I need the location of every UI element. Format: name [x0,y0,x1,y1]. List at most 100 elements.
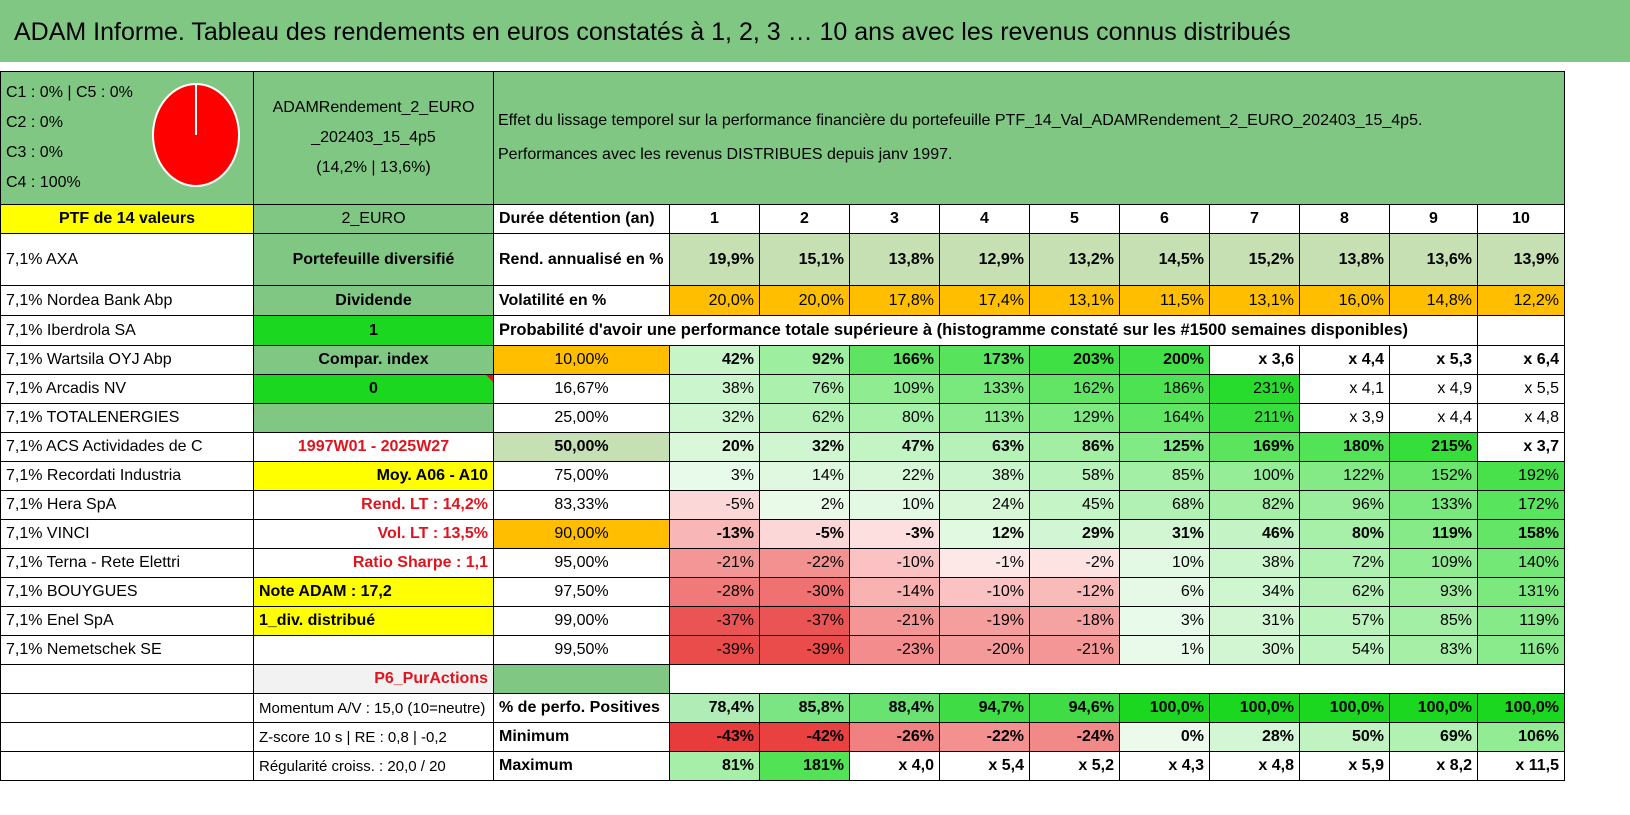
info-cell: Rend. LT : 14,2% [253,490,494,520]
value-cell: 68% [1119,490,1210,520]
table-row: 7,1% BOUYGUES Note ADAM : 17,2 97,50% -28% -… [0,577,1565,607]
value-cell: x 5,9 [1299,751,1390,781]
value-cell: 94,6% [1029,693,1120,723]
table-row: Z-score 10 s | RE : 0,8 | -0,2 Minimum -43… [0,722,1565,752]
value-cell: 109% [1389,548,1478,578]
table-row: PTF de 14 valeurs 2_EURO Durée détention (… [0,204,1565,234]
holding-cell: 7,1% Recordati Industria [0,461,254,491]
info-cell: 2_EURO [253,204,494,234]
value-cell: 31% [1209,606,1300,636]
table-row: Momentum A/V : 15,0 (10=neutre)% de perf… [0,693,1565,723]
value-cell: -23% [849,635,940,665]
value-cell: 38% [939,461,1030,491]
metric-label-cell: 99,00% [493,606,670,636]
value-cell: 47% [849,432,940,462]
value-cell: -21% [1029,635,1120,665]
value-cell: 0% [1119,722,1210,752]
value-cell: 13,1% [1209,285,1300,316]
value-cell: -22% [939,722,1030,752]
value-cell: 76% [759,374,850,404]
probability-caption: Probabilité d'avoir une performance tota… [493,315,1478,346]
value-cell: 20,0% [669,285,760,316]
holding-cell: 7,1% Terna - Rete Elettri [0,548,254,578]
value-cell: 131% [1477,577,1565,607]
value-cell: 86% [1029,432,1120,462]
value-cell: 38% [669,374,760,404]
value-cell: 16,0% [1299,285,1390,316]
value-cell: 5 [1029,204,1120,234]
value-cell: 62% [759,403,850,433]
value-cell: 24% [939,490,1030,520]
holding-cell [0,664,254,694]
value-cell: 180% [1299,432,1390,462]
value-cell: 173% [939,345,1030,375]
value-cell: -21% [669,548,760,578]
value-cell: 231% [1209,374,1300,404]
value-cell: 2 [759,204,850,234]
value-cell: 162% [1029,374,1120,404]
value-cell: 30% [1209,635,1300,665]
value-cell: 8 [1299,204,1390,234]
value-cell: 28% [1209,722,1300,752]
value-cell: 6 [1119,204,1210,234]
info-cell: Dividende [253,285,494,316]
holding-cell [0,693,254,723]
metric-label-cell: 25,00% [493,403,670,433]
table-row: 7,1% Arcadis NV 0 16,67% 38% 76% 109% 133% 162%… [0,374,1565,404]
table-row: 7,1% ACS Actividades de C 1997W01 - 2025W… [0,432,1565,462]
value-cell: 119% [1389,519,1478,549]
table-row: 7,1% Enel SpA 1_div. distribué 99,00% -37% -… [0,606,1565,636]
info-cell: Moy. A06 - A10 [253,461,494,491]
value-cell: 11,5% [1119,285,1210,316]
value-cell: -19% [939,606,1030,636]
value-cell: 3% [669,461,760,491]
value-cell: 133% [939,374,1030,404]
value-cell: 10% [849,490,940,520]
value-cell: 192% [1477,461,1565,491]
value-cell: 9 [1389,204,1478,234]
value-cell: 125% [1119,432,1210,462]
value-cell: 42% [669,345,760,375]
value-cell: 85% [1119,461,1210,491]
value-cell: x 11,5 [1477,751,1565,781]
value-cell: -13% [669,519,760,549]
value-cell: 62% [1299,577,1390,607]
value-cell: x 8,2 [1389,751,1478,781]
value-cell: 54% [1299,635,1390,665]
value-cell: 1 [669,204,760,234]
holding-cell: 7,1% BOUYGUES [0,577,254,607]
table-row: 7,1% Recordati Industria Moy. A06 - A10 75… [0,461,1565,491]
value-cell: 3% [1119,606,1210,636]
table-row: 7,1% VINCI Vol. LT : 13,5% 90,00% -13% -5% -3… [0,519,1565,549]
holding-cell: 7,1% Wartsila OYJ Abp [0,345,254,375]
header-row: C1 : 0% | C5 : 0% C2 : 0% C3 : 0% C4 : 1… [0,71,1565,205]
holding-cell: 7,1% Arcadis NV [0,374,254,404]
holding-cell: 7,1% Nordea Bank Abp [0,285,254,316]
value-cell: 78,4% [669,693,760,723]
value-cell: 88,4% [849,693,940,723]
value-cell: x 4,3 [1119,751,1210,781]
class-c3: C3 : 0% [6,144,63,161]
value-cell: 46% [1209,519,1300,549]
holding-cell: 7,1% AXA [0,233,254,286]
value-cell: 12,2% [1477,285,1565,316]
value-cell: 63% [939,432,1030,462]
value-cell: 100,0% [1299,693,1390,723]
value-cell: 92% [759,345,850,375]
value-cell: x 5,2 [1029,751,1120,781]
value-cell: x 4,1 [1299,374,1390,404]
value-cell: -28% [669,577,760,607]
value-cell: 6% [1119,577,1210,607]
value-cell: -24% [1029,722,1120,752]
value-cell: -12% [1029,577,1120,607]
holding-cell [0,722,254,752]
holding-cell: 7,1% ACS Actividades de C [0,432,254,462]
value-cell: 20% [669,432,760,462]
info-cell: 1_div. distribué [253,606,494,636]
info-cell [253,635,494,665]
value-cell: 19,9% [669,233,760,286]
value-cell: 106% [1477,722,1565,752]
value-cell: 129% [1029,403,1120,433]
value-cell: 82% [1209,490,1300,520]
info-cell: 1 [253,315,494,346]
